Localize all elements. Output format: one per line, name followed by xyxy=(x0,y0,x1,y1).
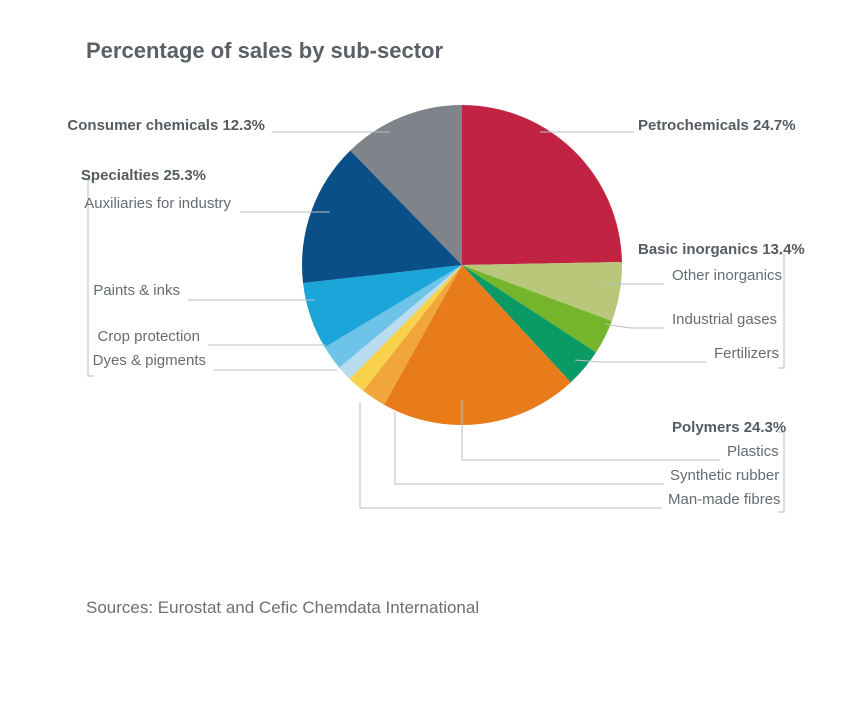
slice-label-industrial-gases: Industrial gases xyxy=(672,311,777,328)
leader-line xyxy=(395,412,664,484)
slice-label-man-made-fibres: Man-made fibres xyxy=(668,491,781,508)
slice-label-crop-protection: Crop protection xyxy=(97,328,200,345)
chart-sources: Sources: Eurostat and Cefic Chemdata Int… xyxy=(86,598,479,618)
group-label-polymers-24-3: Polymers 24.3% xyxy=(672,419,786,436)
group-label-petrochemicals-24-7: Petrochemicals 24.7% xyxy=(638,117,796,134)
slice-label-other-inorganics: Other inorganics xyxy=(672,267,782,284)
group-label-basic-inorganics-13-4: Basic inorganics 13.4% xyxy=(638,241,805,258)
slice-label-fertilizers: Fertilizers xyxy=(714,345,779,362)
pie-slice-petrochemicals xyxy=(462,105,622,265)
slice-label-paints-inks: Paints & inks xyxy=(93,282,180,299)
slice-label-auxiliaries-for-industry: Auxiliaries for industry xyxy=(84,195,231,212)
group-label-consumer-chemicals-12-3: Consumer chemicals 12.3% xyxy=(67,117,265,134)
group-label-specialties-25-3: Specialties 25.3% xyxy=(81,167,206,184)
chart-container: Percentage of sales by sub-sector Petroc… xyxy=(0,0,866,711)
leader-line xyxy=(605,324,664,328)
leader-line xyxy=(360,402,662,508)
slice-label-dyes-pigments: Dyes & pigments xyxy=(93,352,206,369)
slice-label-synthetic-rubber: Synthetic rubber xyxy=(670,467,779,484)
slice-label-plastics: Plastics xyxy=(727,443,779,460)
leader-line xyxy=(575,360,706,362)
